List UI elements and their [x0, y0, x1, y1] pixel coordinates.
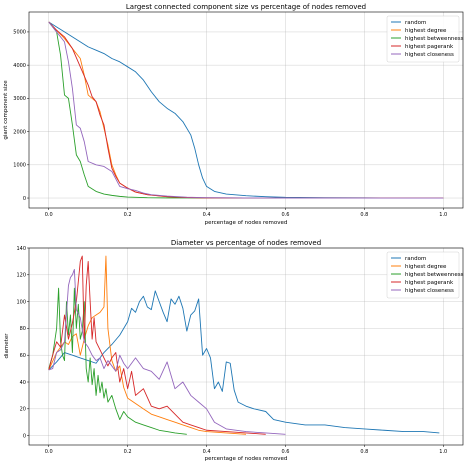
y-axis-label: diameter — [4, 333, 10, 359]
plot-frame — [28, 247, 464, 446]
y-axis-label: giant component size — [3, 80, 9, 140]
series-line-highest-closeness — [48, 268, 286, 435]
y-tick-label: 0 — [23, 433, 26, 439]
legend-entry: random — [405, 256, 426, 262]
y-tick-label: 1000 — [13, 163, 26, 169]
x-tick-label: 0.4 — [203, 212, 211, 218]
series-line-highest-degree — [48, 21, 444, 199]
x-tick-label: 0.2 — [124, 212, 132, 218]
x-axis-label: percentage of nodes removed — [205, 220, 288, 226]
x-tick-labels: 0.0 0.2 0.4 0.6 0.8 1.0 — [45, 445, 447, 455]
plot-lines — [48, 255, 440, 435]
x-tick-label: 1.0 — [439, 449, 447, 455]
legend-entry: highest closeness — [405, 288, 454, 294]
y-tick-label: 20 — [20, 407, 26, 413]
y-tick-label: 40 — [20, 380, 26, 386]
y-tick-label: 80 — [20, 326, 26, 332]
series-line-highest-betweenness — [48, 21, 444, 199]
x-tick-label: 1.0 — [439, 212, 447, 218]
y-tick-label: 100 — [16, 299, 26, 305]
x-tick-label: 0.0 — [45, 212, 53, 218]
x-tick-labels: 0.0 0.2 0.4 0.6 0.8 1.0 — [45, 208, 447, 218]
y-tick-label: 5000 — [13, 30, 26, 36]
legend-entry: highest betweenness — [405, 272, 464, 278]
legend-entry: highest degree — [405, 264, 447, 270]
chart-largest-component: Largest connected component size vs perc… — [3, 3, 464, 226]
series-line-highest-degree — [48, 255, 247, 435]
legend-entry: highest pagerank — [405, 280, 454, 286]
x-axis-label: percentage of nodes removed — [205, 456, 288, 462]
y-tick-label: 60 — [20, 353, 26, 359]
legend-entry: random — [405, 20, 426, 26]
x-tick-label: 0.2 — [124, 449, 132, 455]
series-line-random — [48, 21, 444, 199]
legend: random highest degree highest betweenness h… — [386, 251, 464, 299]
legend-entry: highest closeness — [405, 52, 454, 58]
series-line-highest-pagerank — [48, 21, 444, 199]
series-line-highest-betweenness — [48, 287, 187, 435]
y-tick-label: 3000 — [13, 96, 26, 102]
x-tick-label: 0.6 — [281, 449, 289, 455]
y-tick-label: 140 — [16, 246, 26, 252]
y-tick-labels: 0 20 40 60 80 100 120 140 — [16, 246, 29, 439]
series-line-highest-closeness — [48, 21, 444, 199]
x-tick-label: 0.6 — [281, 212, 289, 218]
legend-entry: highest betweenness — [405, 36, 464, 42]
chart-title: Largest connected component size vs perc… — [126, 3, 366, 11]
x-tick-label: 0.8 — [360, 449, 368, 455]
y-tick-label: 120 — [16, 273, 26, 279]
y-tick-label: 4000 — [13, 63, 26, 69]
legend-entry: highest pagerank — [405, 44, 454, 50]
series-line-random — [48, 290, 440, 434]
chart-title: Diameter vs percentage of nodes removed — [171, 239, 321, 247]
chart-diameter: Diameter vs percentage of nodes removed … — [4, 239, 464, 462]
legend-box — [386, 251, 460, 299]
x-tick-label: 0.0 — [45, 449, 53, 455]
y-tick-label: 2000 — [13, 129, 26, 135]
y-tick-label: 0 — [23, 196, 26, 202]
plot-lines — [48, 21, 444, 199]
legend-box — [386, 15, 460, 63]
x-tick-label: 0.8 — [360, 212, 368, 218]
legend: random highest degree highest betweenness h… — [386, 15, 464, 63]
series-line-highest-pagerank — [48, 255, 266, 435]
x-tick-label: 0.4 — [203, 449, 211, 455]
legend-entry: highest degree — [405, 28, 447, 34]
y-tick-labels: 0 1000 2000 3000 4000 5000 — [13, 30, 29, 202]
plot-frame — [28, 11, 464, 209]
